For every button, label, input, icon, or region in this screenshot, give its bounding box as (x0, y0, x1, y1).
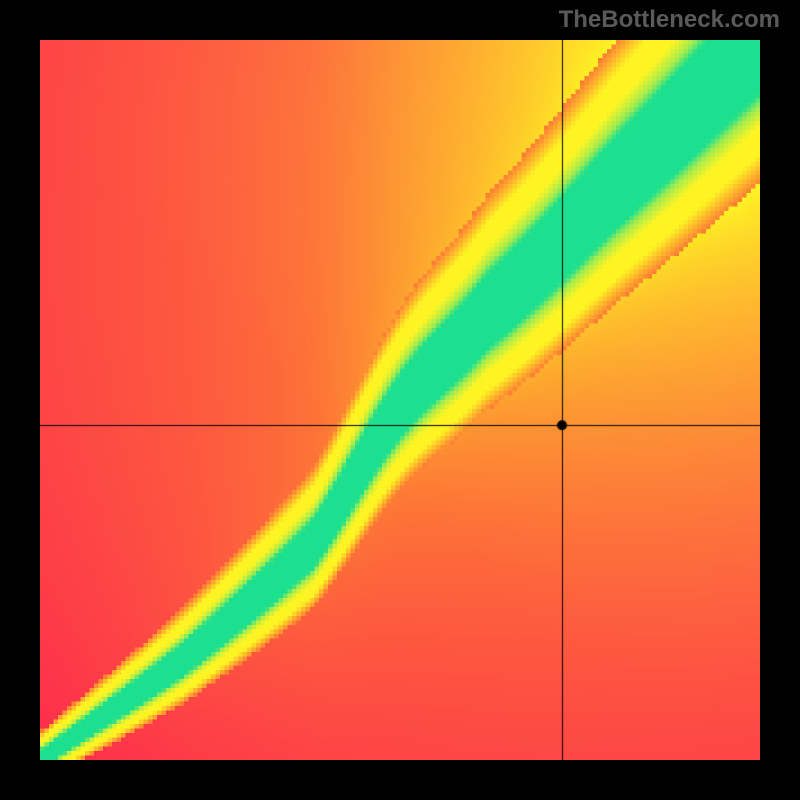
crosshair-overlay (0, 0, 800, 800)
attribution-label: TheBottleneck.com (559, 6, 780, 34)
chart-container: TheBottleneck.com (0, 0, 800, 800)
